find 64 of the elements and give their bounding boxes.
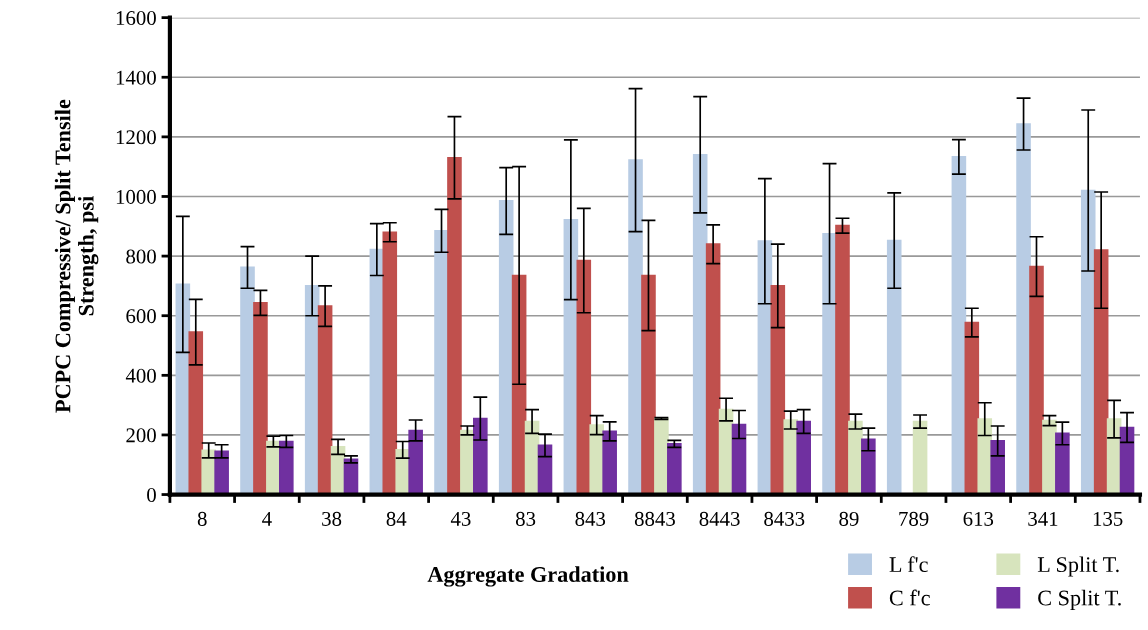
y-axis-title: PCPC Compressive/ Split Tensile Strength, psi <box>54 99 99 413</box>
bar <box>731 423 747 495</box>
bar <box>641 274 656 495</box>
bar <box>253 302 268 495</box>
bar <box>1080 189 1096 495</box>
bar <box>1093 249 1109 495</box>
x-tick-label: 89 <box>839 511 859 526</box>
x-tick-label: 613 <box>963 511 994 526</box>
bar <box>214 450 229 495</box>
bar <box>408 429 423 495</box>
bar <box>304 285 320 495</box>
x-tick-label: 8433 <box>764 511 805 526</box>
x-axis-title: Aggregate Gradation <box>427 566 629 587</box>
x-tick-label: 843 <box>575 511 606 526</box>
bar <box>576 259 592 495</box>
bar <box>705 243 721 495</box>
x-tick-label: 8 <box>197 511 207 526</box>
bar <box>1119 426 1135 495</box>
bar <box>796 420 811 495</box>
bar <box>279 440 294 495</box>
bar <box>886 239 902 495</box>
bar <box>602 430 617 495</box>
bar <box>692 153 708 495</box>
x-tick-label: 8843 <box>634 511 675 526</box>
bar <box>912 420 928 495</box>
bar <box>835 224 850 495</box>
y-tick-label: 400 <box>125 368 156 383</box>
bar <box>382 231 398 495</box>
bar <box>317 305 333 495</box>
y-tick-label: 1600 <box>116 11 156 26</box>
bar <box>1029 265 1044 495</box>
bar <box>990 440 1005 495</box>
x-tick-label: 84 <box>386 511 407 526</box>
bar <box>667 443 682 495</box>
bar <box>964 321 980 495</box>
bar <box>1016 123 1031 495</box>
x-tick-label: 43 <box>450 511 471 526</box>
bar <box>861 438 876 495</box>
x-tick-label: 83 <box>515 511 536 526</box>
bar <box>628 159 643 495</box>
bar <box>188 331 204 495</box>
x-tick-label: 4 <box>262 511 272 526</box>
x-tick-label: 135 <box>1093 511 1123 526</box>
y-tick-label: 0 <box>147 487 156 502</box>
x-tick-label: 341 <box>1028 511 1058 526</box>
legend-label: C Split T. <box>1038 589 1121 610</box>
y-tick-label: 200 <box>126 428 156 443</box>
y-tick-label: 800 <box>126 249 156 264</box>
legend-label: L Split T. <box>1037 556 1119 577</box>
y-tick-label: 1000 <box>116 189 156 204</box>
x-tick-label: 8443 <box>699 511 740 526</box>
legend-label: L f'c <box>889 556 928 573</box>
bar <box>770 285 786 495</box>
bar <box>951 156 967 495</box>
bar <box>447 156 462 495</box>
y-tick-label: 1200 <box>116 130 156 145</box>
bar <box>473 417 488 495</box>
legend-label: C f'c <box>889 589 930 606</box>
y-tick-label: 1400 <box>116 70 156 85</box>
x-tick-label: 38 <box>322 511 342 526</box>
bar <box>498 200 514 495</box>
bar <box>1055 432 1070 495</box>
x-tick-label: 789 <box>899 511 929 526</box>
y-tick-label: 600 <box>126 309 156 324</box>
